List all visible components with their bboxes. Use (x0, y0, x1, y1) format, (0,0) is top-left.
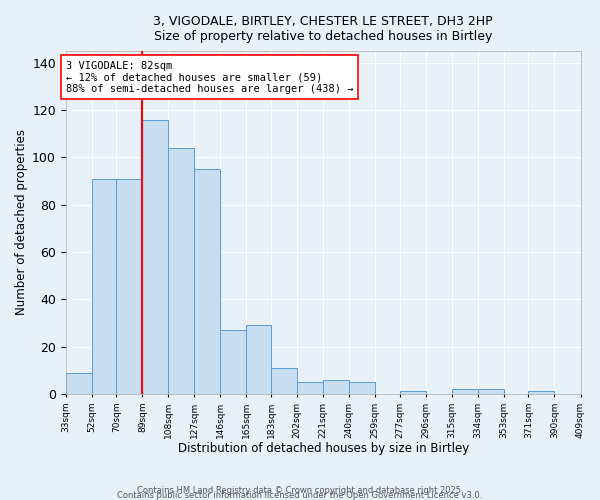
Bar (194, 170, 220, 394)
Title: 3, VIGODALE, BIRTLEY, CHESTER LE STREET, DH3 2HP
Size of property relative to de: 3, VIGODALE, BIRTLEY, CHESTER LE STREET,… (154, 15, 493, 43)
Bar (323, 380, 349, 394)
Y-axis label: Number of detached properties: Number of detached properties (15, 130, 28, 316)
Bar (297, 382, 323, 394)
Bar (92, 178, 116, 394)
Bar (66, 372, 92, 394)
Bar (400, 392, 426, 394)
Bar (169, 148, 194, 394)
Bar (116, 178, 142, 394)
Bar (478, 389, 504, 394)
Bar (271, 368, 297, 394)
Bar (452, 389, 478, 394)
X-axis label: Distribution of detached houses by size in Birtley: Distribution of detached houses by size … (178, 442, 469, 455)
Text: Contains public sector information licensed under the Open Government Licence v3: Contains public sector information licen… (118, 491, 482, 500)
Bar (349, 382, 375, 394)
Bar (142, 120, 169, 394)
Text: 3 VIGODALE: 82sqm
← 12% of detached houses are smaller (59)
88% of semi-detached: 3 VIGODALE: 82sqm ← 12% of detached hous… (66, 60, 353, 94)
Text: Contains HM Land Registry data © Crown copyright and database right 2025.: Contains HM Land Registry data © Crown c… (137, 486, 463, 495)
Bar (220, 330, 247, 394)
Bar (529, 392, 554, 394)
Bar (247, 326, 271, 394)
